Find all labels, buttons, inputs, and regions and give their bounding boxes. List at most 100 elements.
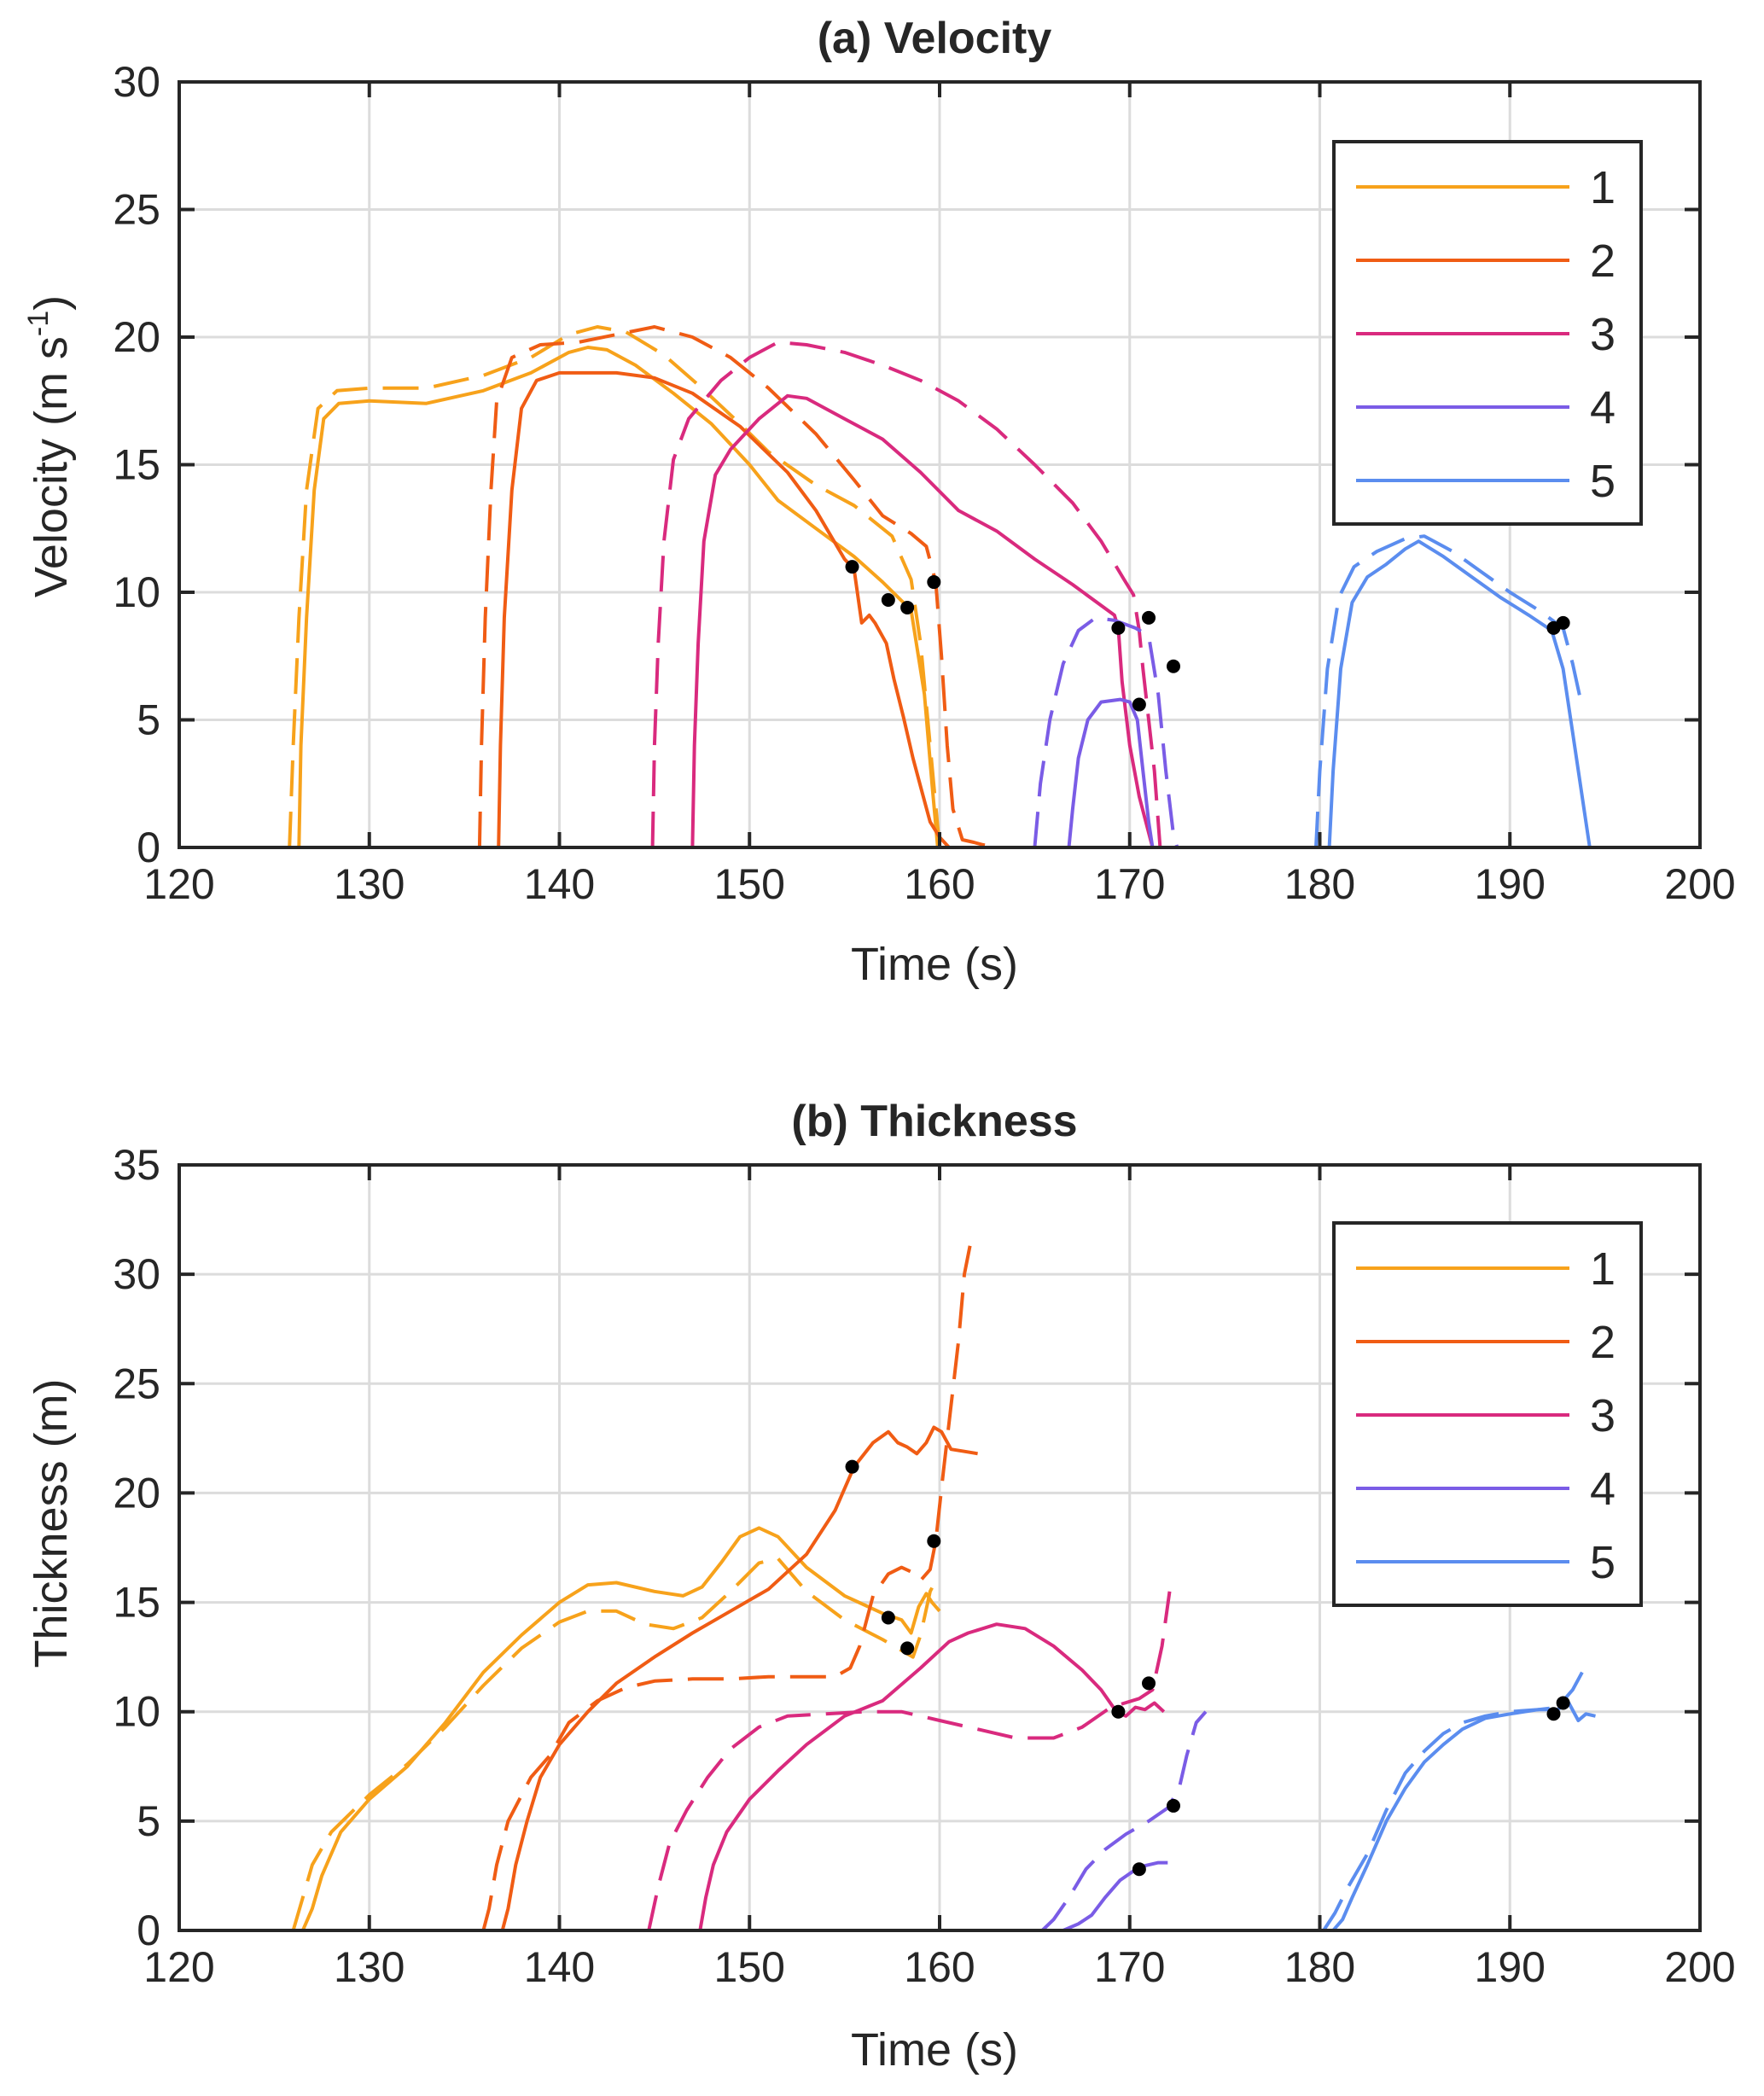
velocity-marker-point: [1166, 659, 1180, 673]
x-tick-label: 150: [714, 860, 785, 908]
thickness-series-4-solid: [1062, 1860, 1168, 1932]
y-tick-label: 30: [113, 58, 160, 106]
velocity-series-5-solid: [1327, 539, 1592, 848]
thickness-marker-point: [1166, 1798, 1180, 1813]
thickness-series-1-dashed: [291, 1557, 938, 1931]
thickness-marker-point: [927, 1534, 941, 1548]
legend-label-3: 3: [1590, 309, 1616, 360]
velocity-chart: (a) Velocity Time (s) Velocity (m s-1) 1…: [22, 14, 1736, 990]
velocity-marker-point: [1132, 697, 1146, 712]
y-tick-label: 15: [113, 441, 160, 489]
velocity-markers: [845, 560, 1570, 712]
x-tick-label: 140: [524, 860, 595, 908]
velocity-y-axis-label-superscript: -1: [22, 311, 55, 336]
x-tick-label: 140: [524, 1943, 595, 1991]
legend-label-4: 4: [1590, 382, 1616, 434]
thickness-series-5-solid: [1331, 1701, 1596, 1932]
legend-label-2: 2: [1590, 236, 1616, 287]
x-tick-label: 120: [143, 860, 214, 908]
y-tick-label: 10: [113, 568, 160, 616]
thickness-series-1-solid: [300, 1526, 941, 1931]
velocity-marker-point: [1556, 615, 1570, 630]
thickness-series-4-dashed: [1040, 1710, 1208, 1932]
velocity-series-5-dashed: [1314, 534, 1584, 848]
velocity-marker-point: [927, 575, 941, 590]
thickness-marker-point: [881, 1610, 895, 1625]
thickness-marker-point: [1556, 1696, 1570, 1710]
thickness-series-2-dashed: [481, 1245, 972, 1931]
x-tick-label: 200: [1664, 860, 1735, 908]
y-tick-label: 35: [113, 1141, 160, 1189]
velocity-marker-point: [1142, 610, 1156, 625]
x-tick-label: 180: [1284, 860, 1355, 908]
velocity-series-1-dashed: [288, 325, 941, 848]
thickness-marker-point: [1142, 1676, 1156, 1691]
legend-label-5: 5: [1590, 1537, 1616, 1588]
velocity-y-axis-label: Velocity (m s-1): [22, 295, 77, 597]
velocity-marker-point: [1111, 620, 1126, 635]
y-tick-label: 30: [113, 1250, 160, 1298]
y-tick-label: 5: [137, 1797, 160, 1845]
velocity-series-4-dashed: [1033, 615, 1179, 848]
y-tick-label: 20: [113, 313, 160, 361]
velocity-y-axis-label-main: Velocity (m s: [26, 336, 77, 597]
thickness-series-5-dashed: [1322, 1671, 1584, 1932]
legend-label-1: 1: [1590, 1243, 1616, 1295]
x-tick-label: 190: [1475, 1943, 1546, 1991]
velocity-series-4-solid: [1067, 697, 1155, 848]
velocity-series-2-solid: [497, 370, 951, 849]
x-tick-label: 130: [334, 1943, 405, 1991]
legend-label-2: 2: [1590, 1317, 1616, 1368]
x-tick-label: 170: [1094, 860, 1165, 908]
x-tick-label: 180: [1284, 1943, 1355, 1991]
thickness-series-2-solid: [500, 1425, 978, 1931]
velocity-y-axis-label-tail: ): [26, 295, 77, 311]
thickness-series-3-solid: [698, 1622, 1166, 1931]
x-tick-label: 200: [1664, 1943, 1735, 1991]
velocity-series-3-solid: [690, 393, 1155, 848]
x-tick-label: 160: [904, 1943, 975, 1991]
velocity-series-2-dashed: [477, 325, 998, 849]
thickness-marker-point: [1132, 1862, 1146, 1877]
velocity-series-1-solid: [297, 346, 940, 848]
thickness-markers: [845, 1459, 1570, 1877]
velocity-x-axis-label: Time (s): [851, 939, 1018, 990]
thickness-series-3-dashed: [647, 1591, 1172, 1931]
velocity-marker-point: [900, 600, 915, 614]
velocity-chart-title: (a) Velocity: [818, 14, 1052, 63]
legend-label-3: 3: [1590, 1390, 1616, 1441]
velocity-marker-point: [845, 560, 859, 574]
thickness-series-group: [291, 1245, 1596, 1932]
thickness-ticks: 120 130 140 150 160 170 180 190 2000510152025303…: [113, 1141, 1735, 1991]
y-tick-label: 25: [113, 186, 160, 234]
x-tick-label: 190: [1475, 860, 1546, 908]
legend-label-5: 5: [1590, 456, 1616, 507]
x-tick-label: 130: [334, 860, 405, 908]
thickness-marker-point: [1546, 1707, 1561, 1721]
y-tick-label: 5: [137, 696, 160, 744]
y-tick-label: 15: [113, 1579, 160, 1627]
velocity-marker-point: [881, 592, 895, 607]
thickness-chart: (b) Thickness Time (s) Thickness (m) 120…: [26, 1097, 1736, 2076]
thickness-y-axis-label-main: Thickness (m): [26, 1378, 77, 1668]
x-tick-label: 160: [904, 860, 975, 908]
thickness-x-axis-label: Time (s): [851, 2024, 1018, 2076]
thickness-chart-title: (b) Thickness: [791, 1097, 1077, 1146]
x-tick-label: 150: [714, 1943, 785, 1991]
legend-label-4: 4: [1590, 1464, 1616, 1515]
thickness-marker-point: [845, 1459, 859, 1474]
y-tick-label: 25: [113, 1359, 160, 1407]
thickness-marker-point: [900, 1641, 915, 1656]
thickness-legend: 1 2 3 4 5: [1332, 1221, 1643, 1607]
velocity-legend: 1 2 3 4 5: [1332, 140, 1643, 526]
y-tick-label: 10: [113, 1688, 160, 1736]
x-tick-label: 170: [1094, 1943, 1165, 1991]
thickness-marker-point: [1111, 1704, 1126, 1719]
thickness-y-axis-label: Thickness (m): [26, 1378, 77, 1668]
y-tick-label: 0: [137, 824, 160, 871]
y-tick-label: 20: [113, 1469, 160, 1517]
y-tick-label: 0: [137, 1907, 160, 1954]
legend-label-1: 1: [1590, 162, 1616, 213]
x-tick-label: 120: [143, 1943, 214, 1991]
